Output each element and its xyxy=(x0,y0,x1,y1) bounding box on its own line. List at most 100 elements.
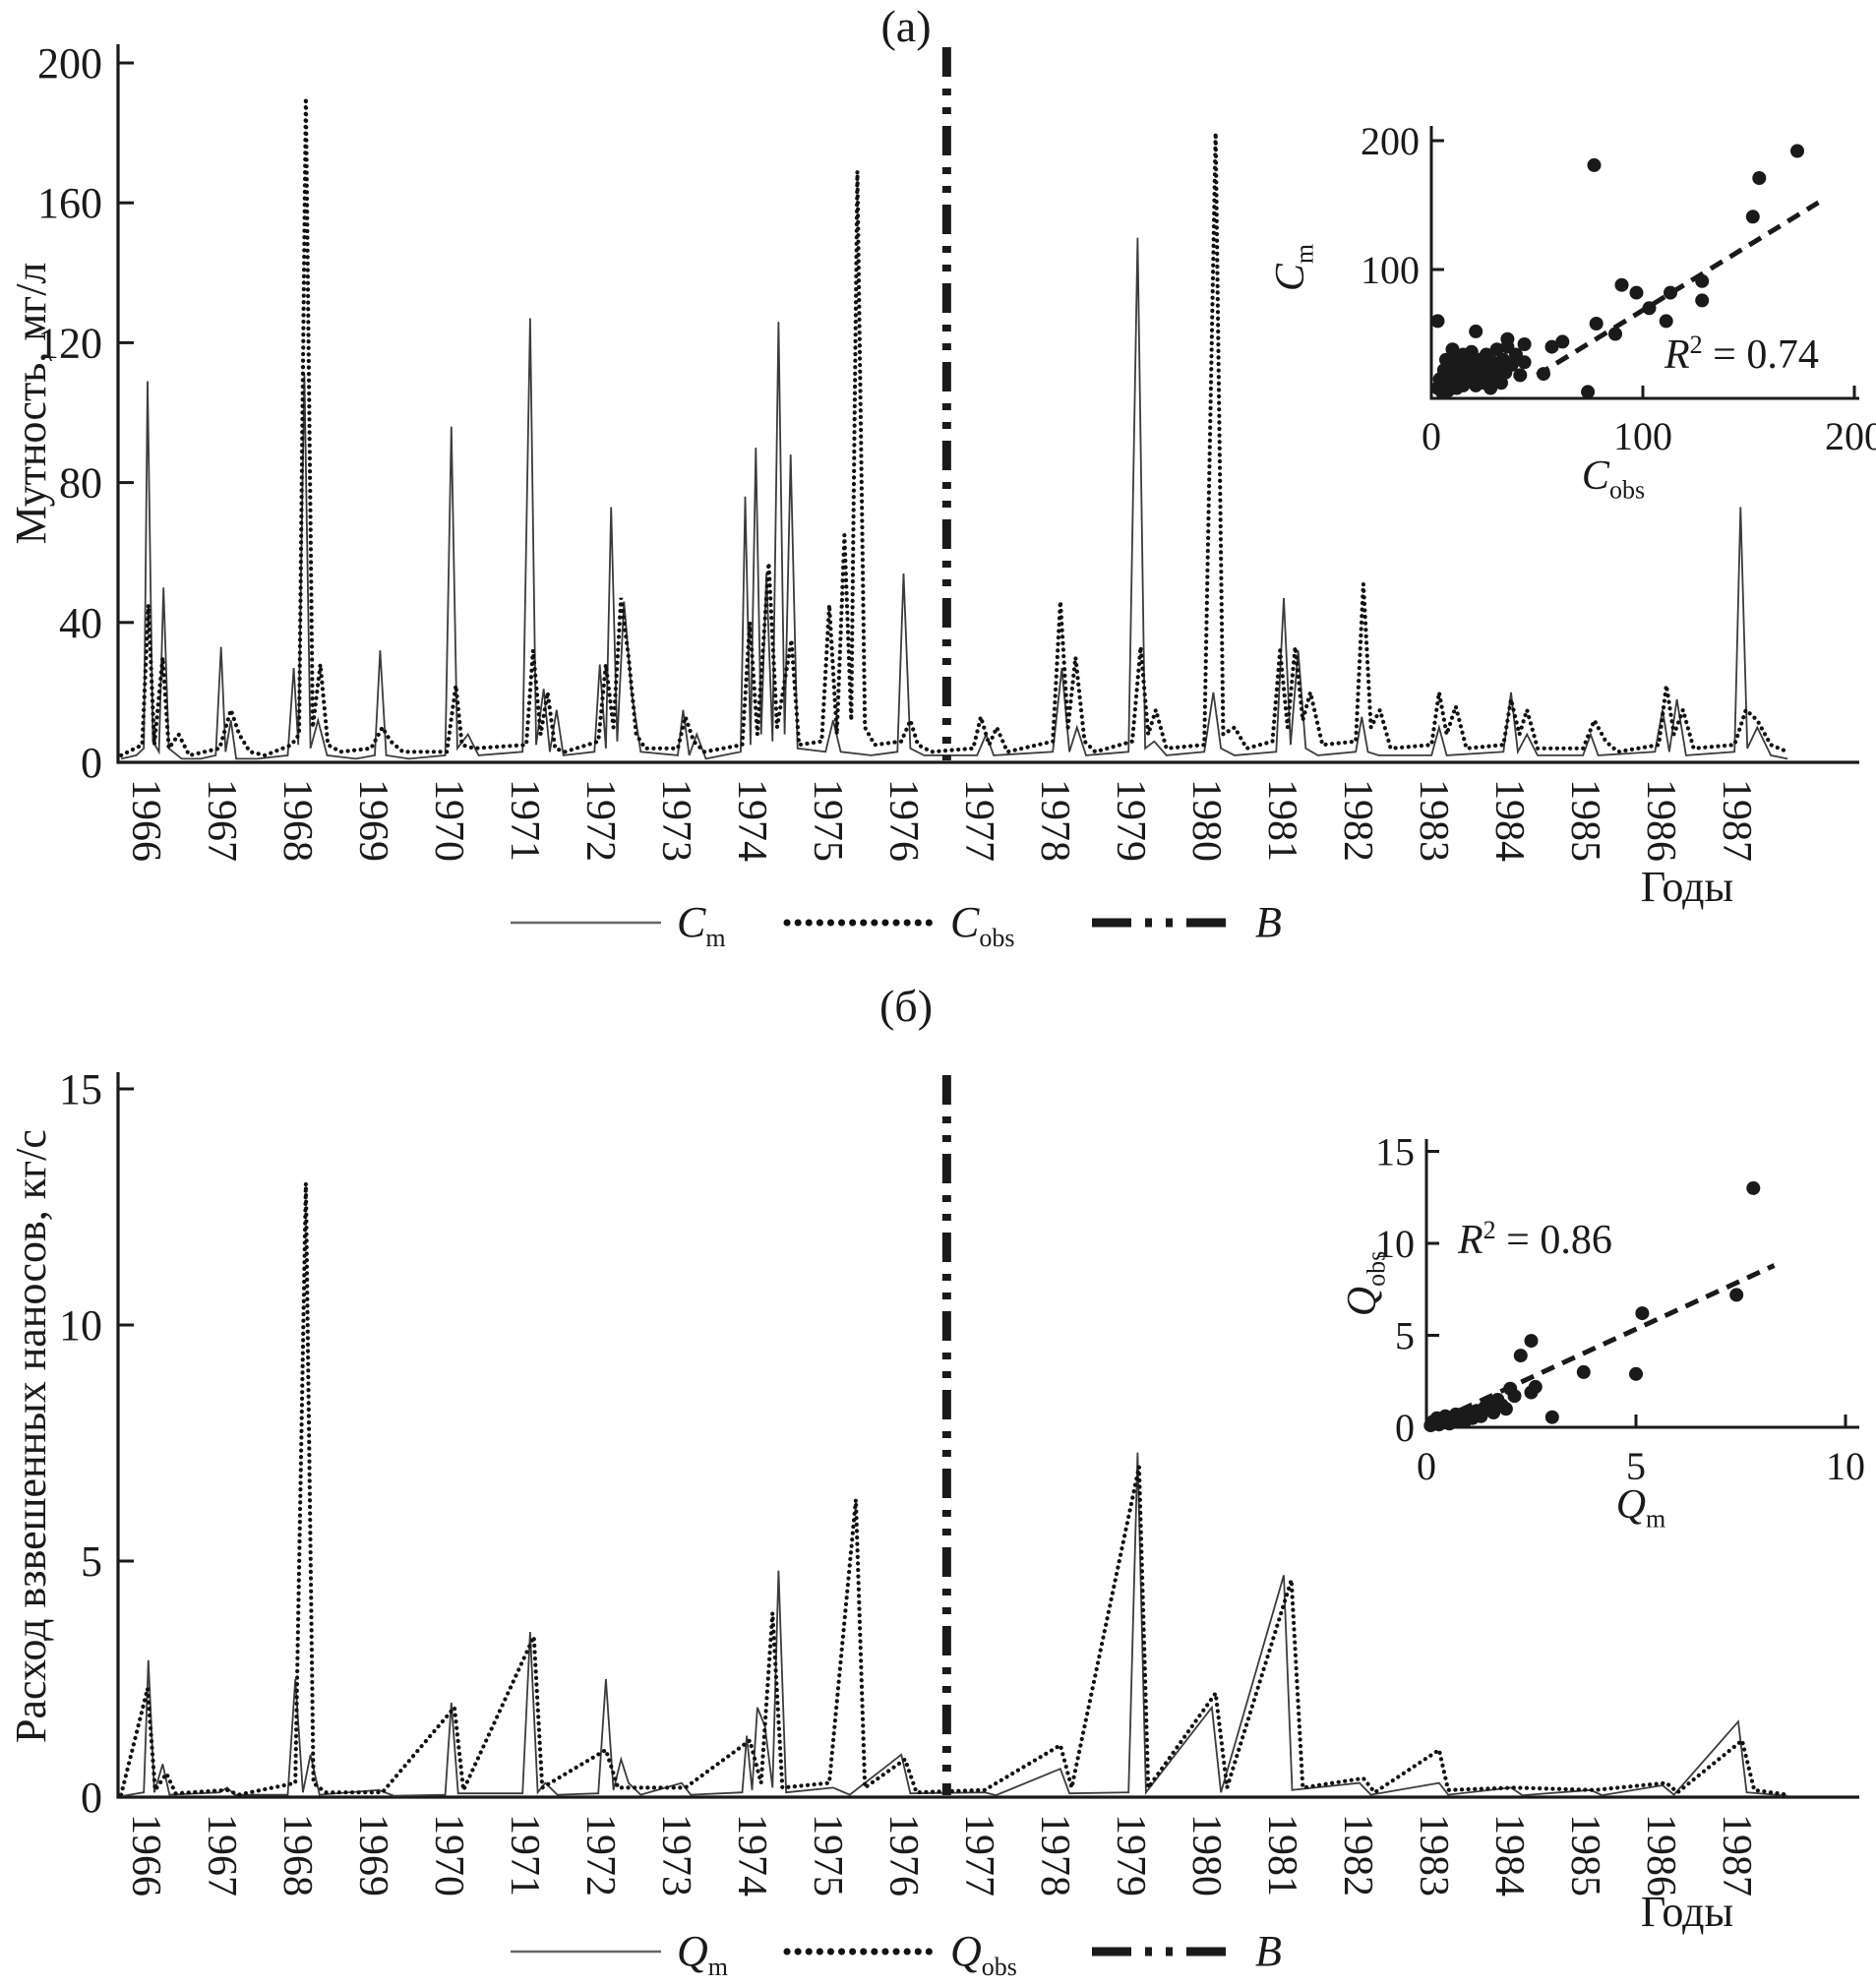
inset-a-y-tick-label: 100 xyxy=(1361,248,1420,292)
inset-b-ylabel-subscript: obs xyxy=(1362,1250,1391,1287)
panel-b-year-label: 1987 xyxy=(1714,1814,1759,1896)
panel-a-year-label: 1987 xyxy=(1714,779,1759,862)
panel-a-year-label: 1977 xyxy=(956,779,1001,862)
inset-a-scatter-point xyxy=(1430,314,1445,329)
panel-a-inset-y-label: Cm xyxy=(1261,199,1320,336)
panel-b-year-label: 1977 xyxy=(956,1814,1001,1896)
panel-b-legend-label-b: B xyxy=(1255,1926,1282,1976)
panel-a-title: (a) xyxy=(880,1,932,51)
panel-a-year-label: 1975 xyxy=(805,779,850,862)
panel-b-year-label: 1967 xyxy=(199,1814,244,1896)
panel-a-legend-label-cobs: Cobs xyxy=(950,897,1014,953)
panel-b-year-label: 1970 xyxy=(426,1814,471,1896)
inset-a-scatter-point xyxy=(1664,285,1677,300)
inset-a-scatter-point xyxy=(1581,385,1596,399)
inset-a-ylabel-symbol: C xyxy=(1268,264,1313,292)
legend-qobs-subscript: obs xyxy=(981,1952,1017,1981)
panel-b-year-label: 1979 xyxy=(1108,1814,1153,1896)
panel-a-year-label: 1978 xyxy=(1032,779,1077,862)
inset-a-scatter-point xyxy=(1695,293,1710,308)
panel-b-inset-x-label: Qm xyxy=(1562,1481,1720,1534)
panel-b-year-label: 1968 xyxy=(274,1814,320,1896)
panel-b-y-tick-label: 10 xyxy=(59,1301,102,1350)
panel-a-year-label: 1979 xyxy=(1108,779,1153,862)
inset-b-x-tick-label: 10 xyxy=(1826,1444,1865,1488)
panel-a-legend-label-b: B xyxy=(1255,897,1282,947)
inset-b-axes xyxy=(1424,1139,1859,1429)
panel-b-y-tick-label: 0 xyxy=(81,1774,102,1822)
panel-a-year-label: 1966 xyxy=(123,779,168,862)
inset-b-scatter-point xyxy=(1528,1379,1543,1394)
inset-b-scatter-point xyxy=(1746,1180,1761,1195)
panel-a-year-label: 1967 xyxy=(199,779,244,862)
panel-a-inset-x-label: Cobs xyxy=(1535,452,1692,505)
panel-b-y-axis-label: Расход взвешенных наносов, кг/с xyxy=(7,1129,55,1743)
inset-a-scatter-point xyxy=(1500,331,1515,346)
series-C_m-line xyxy=(120,237,1788,760)
inset-b-xlabel-symbol: Q xyxy=(1615,1482,1647,1528)
legend-cobs-subscript: obs xyxy=(979,923,1015,952)
r2-exponent: 2 xyxy=(1689,331,1703,359)
inset-a-axes xyxy=(1429,126,1859,400)
panel-a-y-tick-label: 80 xyxy=(59,459,102,508)
panel-a-year-label: 1986 xyxy=(1638,779,1683,862)
panel-b-year-label: 1980 xyxy=(1183,1814,1229,1896)
legend-b-symbol: B xyxy=(1255,898,1282,946)
inset-b-y-tick-label: 10 xyxy=(1375,1222,1415,1266)
series-C_obs-line xyxy=(118,97,1790,758)
inset-a-scatter-point xyxy=(1614,277,1629,292)
inset-a-scatter-point xyxy=(1513,368,1528,383)
inset-b-scatter-point xyxy=(1498,1402,1513,1416)
panel-a-x-axis-label: Годы xyxy=(1640,863,1734,911)
panel-a-legend-label-cm: Cm xyxy=(677,897,726,953)
panel-b-year-label: 1976 xyxy=(880,1814,926,1896)
legend-cm-subscript: m xyxy=(705,923,726,952)
panel-a-y-tick-label: 200 xyxy=(37,39,102,88)
inset-a-scatter-point xyxy=(1445,342,1460,357)
inset-a-x-tick-label: 100 xyxy=(1613,414,1672,458)
series-Q_obs-line xyxy=(118,1182,1790,1798)
panel-a-y-tick-label: 160 xyxy=(37,179,102,227)
panel-b-inset-y-label: Qobs xyxy=(1333,1195,1392,1372)
panel-a-year-label: 1981 xyxy=(1259,779,1304,862)
inset-b-scatter-point xyxy=(1576,1364,1591,1379)
panel-a-year-label: 1976 xyxy=(880,779,926,862)
r2-value: = 0.74 xyxy=(1713,332,1819,378)
r2b-variable: R xyxy=(1458,1218,1483,1263)
legend-qm-subscript: m xyxy=(707,1952,729,1981)
inset-a-scatter-point xyxy=(1745,210,1760,224)
legend-qm-symbol: Q xyxy=(677,1927,708,1975)
inset-a-trend-line xyxy=(1536,200,1820,378)
panel-a-y-axis-label: Мутность, мг/л xyxy=(7,262,55,545)
panel-b-legend-label-qobs: Qobs xyxy=(950,1926,1017,1982)
inset-a-scatter-point xyxy=(1695,273,1710,288)
inset-b-x-tick-label: 0 xyxy=(1417,1444,1436,1488)
inset-a-y-tick-label: 200 xyxy=(1361,119,1420,163)
inset-a-scatter-point xyxy=(1489,342,1504,357)
inset-b-ylabel-symbol: Q xyxy=(1340,1286,1385,1317)
panel-a-year-label: 1968 xyxy=(274,779,320,862)
inset-b-scatter-point xyxy=(1629,1366,1643,1381)
panel-b-year-label: 1983 xyxy=(1411,1814,1456,1896)
inset-a-scatter-point xyxy=(1494,376,1508,391)
panel-a-year-label: 1969 xyxy=(350,779,395,862)
panel-b-year-label: 1985 xyxy=(1562,1814,1607,1896)
panel-a-year-label: 1980 xyxy=(1183,779,1229,862)
r2-variable: R xyxy=(1664,332,1690,378)
panel-a-year-label: 1970 xyxy=(426,779,471,862)
panel-a-year-label: 1984 xyxy=(1486,779,1532,862)
inset-b-scatter-point xyxy=(1524,1334,1539,1349)
panel-b-x-axis-label: Годы xyxy=(1640,1888,1734,1936)
inset-b-scatter-point xyxy=(1635,1306,1650,1321)
panel-b-year-label: 1973 xyxy=(653,1814,698,1896)
inset-a-scatter-point xyxy=(1589,317,1604,331)
panel-a-y-tick-label: 120 xyxy=(37,319,102,367)
inset-a-scatter-point xyxy=(1483,381,1498,395)
panel-a-axes xyxy=(116,44,1859,764)
legend-b2-symbol: B xyxy=(1255,1927,1282,1975)
panel-b-year-label: 1974 xyxy=(729,1814,774,1896)
panel-b-year-label: 1971 xyxy=(502,1814,547,1896)
inset-a-scatter-point xyxy=(1555,334,1570,349)
panel-b-legend-label-qm: Qm xyxy=(677,1926,728,1982)
